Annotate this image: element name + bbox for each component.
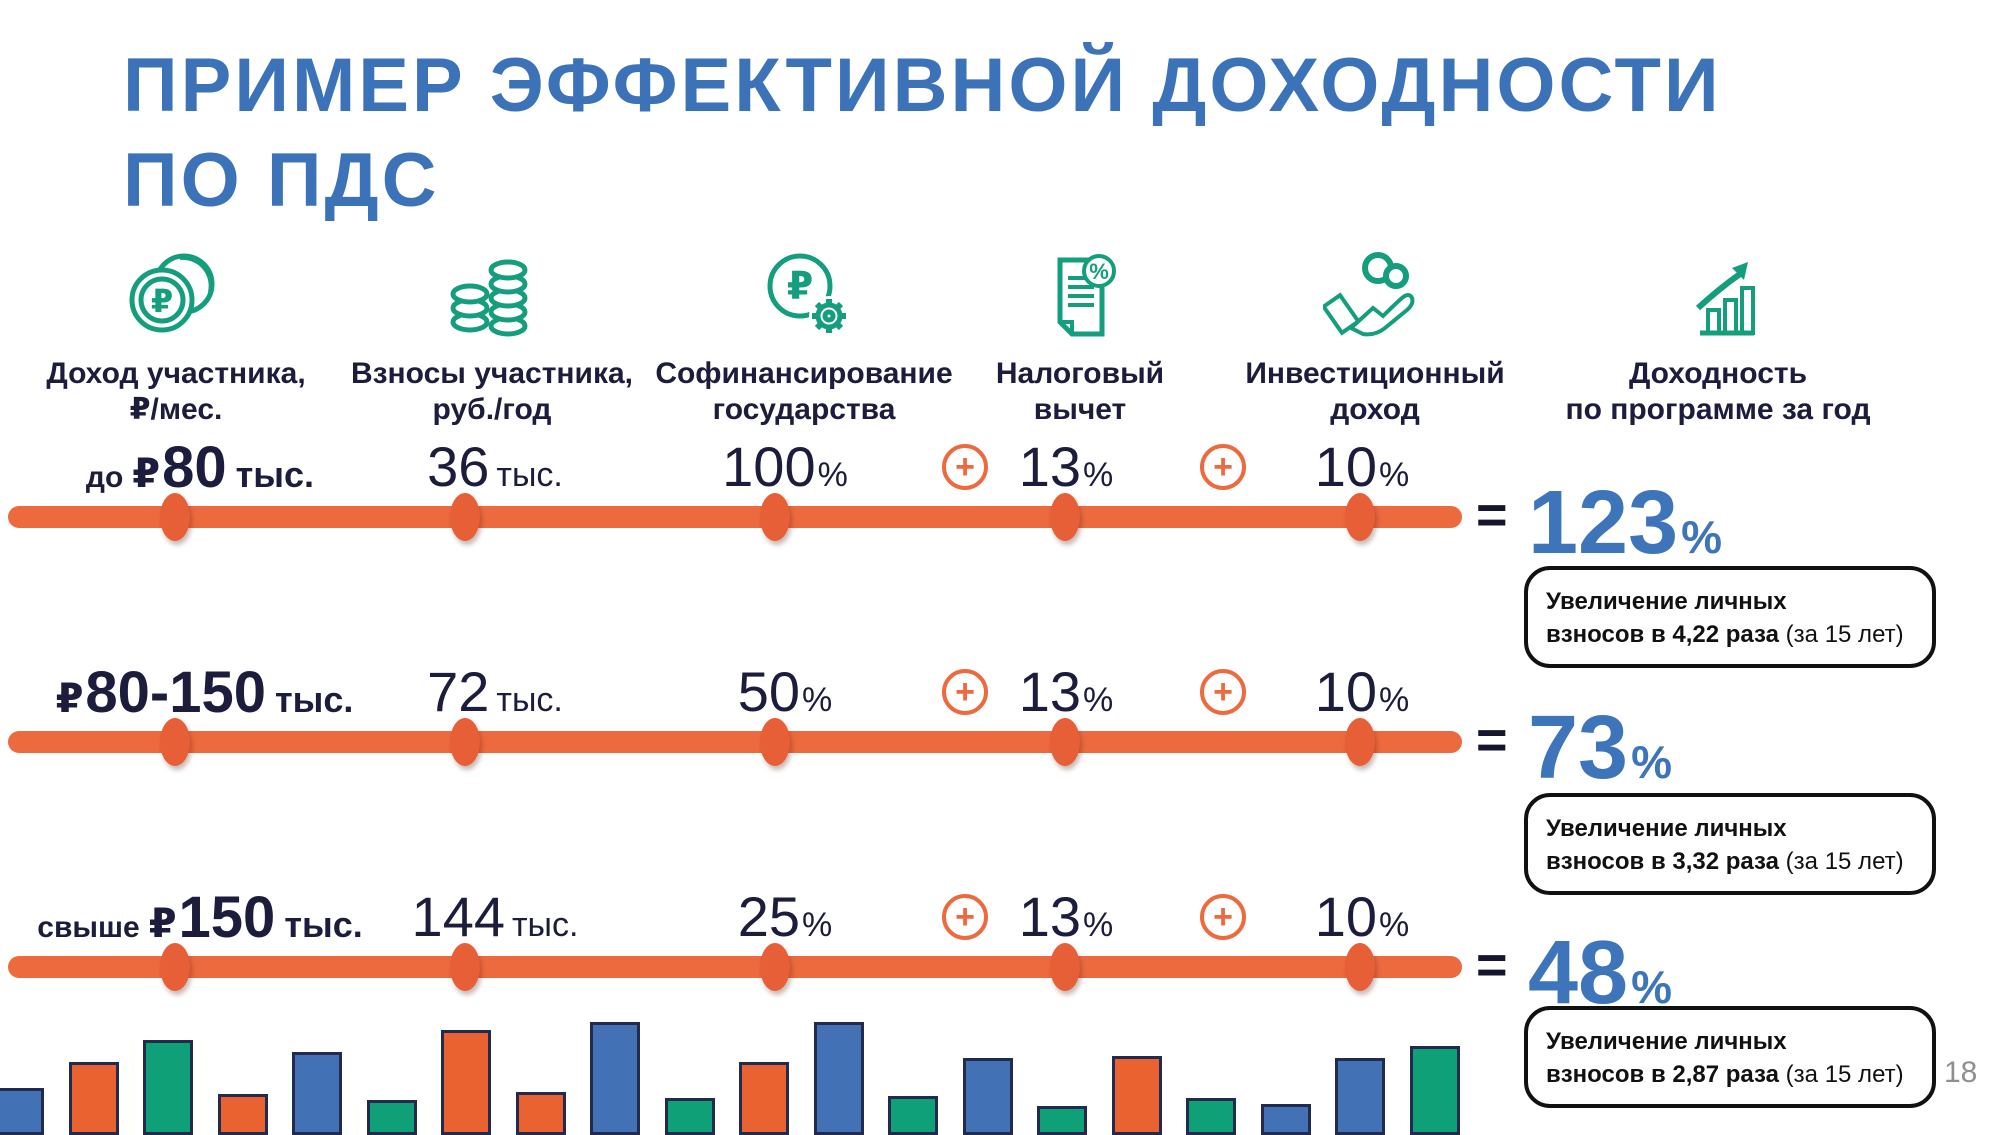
timeline-bar (8, 731, 1462, 753)
svg-text:₽: ₽ (787, 266, 813, 308)
decorative-bar (1261, 1104, 1311, 1135)
decorative-bar (1112, 1056, 1162, 1135)
yield-result: 73% (1528, 698, 1673, 798)
page-title-line1: ПРИМЕР ЭФФЕКТИВНОЙ ДОХОДНОСТИ (123, 43, 1722, 128)
decorative-bar (1186, 1098, 1236, 1135)
decorative-bar (590, 1022, 640, 1135)
tax-percent-document-icon: % (1028, 246, 1128, 346)
hand-coins-icon (1320, 246, 1423, 346)
page-title: ПРИМЕР ЭФФЕКТИВНОЙ ДОХОДНОСТИ ПО ПДС (123, 38, 1722, 228)
timeline-dot (1345, 493, 1375, 541)
investment-income-value: 10% (1314, 660, 1410, 723)
timeline-dot (1050, 718, 1080, 766)
decorative-bar (665, 1098, 715, 1135)
income-range-value: свыше ₽150 тыс. (37, 885, 363, 950)
note-box-increase-4-22: Увеличение личных взносов в 4,22 раза (з… (1524, 566, 1936, 668)
decorative-bar (367, 1100, 417, 1135)
cofinancing-value: 25% (737, 885, 833, 948)
plus-icon: + (1200, 669, 1246, 715)
decorative-bar (888, 1096, 938, 1135)
benefit-row-income-80-150: ₽80-150 тыс. 72 тыс. 50% + 13% + 10% = 73% (0, 655, 2000, 815)
equals-sign: = (1476, 485, 1508, 545)
coin-stacks-icon (440, 246, 540, 346)
growth-chart-icon (1668, 246, 1768, 346)
cofinancing-value: 50% (737, 660, 833, 723)
decorative-bar (1037, 1106, 1087, 1135)
investment-income-value: 10% (1314, 885, 1410, 948)
equals-sign: = (1476, 935, 1508, 995)
column-header-tax-deduction: Налоговый вычет (995, 357, 1165, 426)
tax-deduction-value: 13% (1018, 660, 1114, 723)
decorative-bar (218, 1094, 268, 1135)
timeline-dot (160, 493, 190, 541)
svg-text:₽: ₽ (151, 283, 173, 319)
decorative-bar (0, 1088, 44, 1135)
equals-sign: = (1476, 710, 1508, 770)
ruble-coins-icon: ₽ (122, 246, 222, 346)
decorative-bar (963, 1058, 1013, 1135)
tax-deduction-value: 13% (1018, 435, 1114, 498)
timeline-dot (760, 718, 790, 766)
decorative-bar (143, 1040, 193, 1135)
plus-icon: + (942, 444, 988, 490)
column-header-program-yield: Доходность по программе за год (1565, 357, 1871, 426)
timeline-bar (8, 956, 1462, 978)
decorative-bar (1335, 1058, 1385, 1135)
investment-income-value: 10% (1314, 435, 1410, 498)
page-title-line2: ПО ПДС (123, 138, 440, 223)
page-number: 18 (1944, 1056, 1978, 1089)
note-box-increase-2-87: Увеличение личных взносов в 2,87 раза (з… (1524, 1006, 1936, 1108)
timeline-dot (1050, 943, 1080, 991)
column-header-cofinancing: Софинансирование государства (655, 357, 953, 426)
decorative-bar (814, 1022, 864, 1135)
contribution-value: 36 тыс. (427, 435, 563, 498)
timeline-dot (450, 493, 480, 541)
plus-icon: + (1200, 894, 1246, 940)
timeline-dot (760, 943, 790, 991)
timeline-dot (160, 943, 190, 991)
contribution-value: 72 тыс. (427, 660, 563, 723)
cofinancing-value: 100% (722, 435, 848, 498)
column-header-investment-income: Инвестиционный доход (1245, 357, 1505, 426)
tax-deduction-value: 13% (1018, 885, 1114, 948)
decorative-bar (516, 1092, 566, 1135)
decorative-bar (292, 1052, 342, 1135)
yield-result: 123% (1528, 473, 1723, 573)
decorative-bar (1410, 1046, 1460, 1135)
decorative-bar (739, 1062, 789, 1135)
timeline-dot (760, 493, 790, 541)
decorative-bar (69, 1062, 119, 1135)
timeline-dot (1050, 493, 1080, 541)
timeline-dot (1345, 943, 1375, 991)
timeline-dot (450, 943, 480, 991)
plus-icon: + (942, 894, 988, 940)
benefit-row-income-up-to-80: до ₽80 тыс. 36 тыс. 100% + 13% + 10% = 123% (0, 430, 2000, 590)
column-header-contributions: Взносы участника, руб./год (350, 357, 634, 426)
timeline-bar (8, 506, 1462, 528)
plus-icon: + (1200, 444, 1246, 490)
svg-text:%: % (1089, 259, 1109, 284)
contribution-value: 144 тыс. (411, 885, 579, 948)
timeline-dot (450, 718, 480, 766)
decorative-bar (441, 1030, 491, 1135)
timeline-dot (1345, 718, 1375, 766)
timeline-dot (160, 718, 190, 766)
income-range-value: ₽80-150 тыс. (55, 660, 354, 725)
column-header-income: Доход участника, ₽/мес. (46, 357, 306, 426)
ruble-gear-icon: ₽ (756, 246, 856, 346)
plus-icon: + (942, 669, 988, 715)
income-range-value: до ₽80 тыс. (85, 435, 315, 500)
note-box-increase-3-32: Увеличение личных взносов в 3,32 раза (з… (1524, 793, 1936, 895)
